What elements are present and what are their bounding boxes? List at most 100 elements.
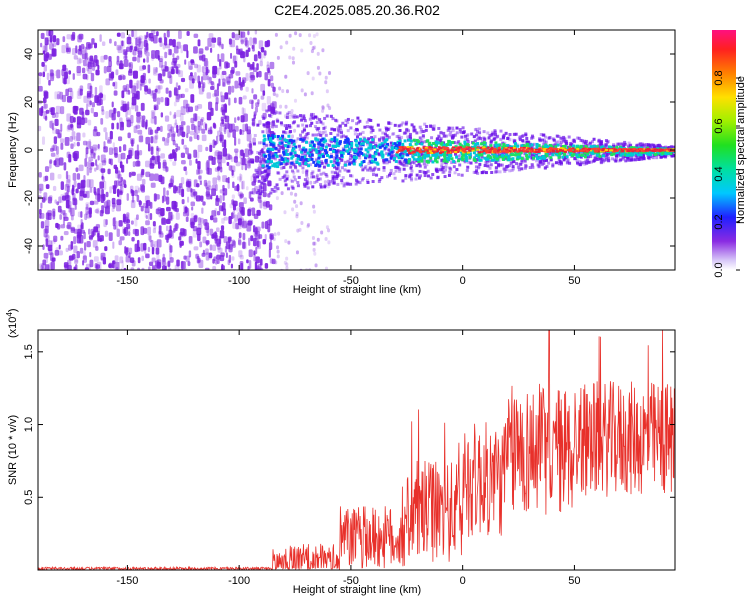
- noise-cell: [206, 92, 212, 99]
- peak-cell: [591, 147, 595, 150]
- noise-cell: [169, 48, 173, 56]
- noise-cell: [223, 216, 228, 221]
- noise-cell: [154, 106, 157, 111]
- peak-cell: [401, 146, 405, 149]
- core-cell: [665, 151, 669, 155]
- noise-cell: [221, 118, 225, 125]
- noise-cell: [110, 73, 114, 79]
- noise-cell: [103, 146, 108, 153]
- noise-cell: [188, 159, 192, 166]
- band-cell: [474, 170, 478, 174]
- noise-cell: [267, 79, 271, 87]
- core-cell: [372, 160, 376, 164]
- noise-cell: [123, 144, 127, 152]
- noise-cell: [247, 208, 252, 217]
- noise-cell: [43, 252, 49, 259]
- band-cell: [278, 111, 282, 115]
- core-cell: [274, 146, 278, 150]
- noise-cell: [187, 154, 192, 160]
- band-cell: [296, 137, 300, 141]
- band-cell: [573, 157, 577, 161]
- band-cell: [476, 171, 480, 175]
- noise-cell: [55, 128, 60, 135]
- peak-cell: [562, 149, 566, 152]
- noise-cell: [277, 231, 281, 236]
- core-cell: [321, 143, 325, 147]
- noise-cell: [93, 256, 99, 262]
- band-cell: [488, 134, 492, 138]
- peak-cell: [505, 149, 509, 152]
- noise-cell: [252, 225, 256, 233]
- core-cell: [509, 152, 513, 156]
- band-cell: [406, 135, 410, 139]
- noise-cell: [120, 32, 125, 39]
- noise-cell: [162, 165, 167, 171]
- band-cell: [389, 171, 393, 175]
- peak-cell: [460, 148, 464, 151]
- band-cell: [272, 189, 276, 193]
- peak-cell: [422, 146, 426, 149]
- band-cell: [287, 110, 291, 114]
- noise-cell: [150, 36, 154, 42]
- noise-cell: [164, 37, 168, 46]
- peak-cell: [433, 149, 437, 152]
- noise-cell: [88, 228, 91, 235]
- noise-cell: [116, 60, 120, 66]
- noise-cell: [256, 240, 260, 248]
- band-cell: [465, 168, 469, 172]
- noise-cell: [170, 68, 175, 75]
- noise-cell: [73, 236, 77, 245]
- noise-cell: [215, 135, 219, 145]
- noise-cell: [308, 33, 312, 38]
- band-cell: [630, 155, 634, 159]
- noise-cell: [136, 144, 139, 152]
- noise-cell: [116, 111, 121, 118]
- noise-cell: [154, 260, 160, 267]
- peak-cell: [468, 146, 472, 149]
- noise-cell: [142, 65, 146, 70]
- noise-cell: [93, 112, 99, 117]
- band-cell: [385, 152, 389, 156]
- band-cell: [524, 164, 528, 168]
- core-cell: [332, 139, 336, 143]
- noise-cell: [212, 139, 216, 149]
- noise-cell: [223, 208, 227, 217]
- noise-cell: [69, 115, 74, 124]
- noise-cell: [131, 190, 135, 197]
- noise-cell: [134, 93, 139, 98]
- noise-cell: [248, 249, 253, 258]
- peak-cell: [660, 149, 664, 152]
- noise-cell: [104, 246, 108, 252]
- band-cell: [584, 159, 588, 163]
- noise-cell: [121, 40, 124, 47]
- core-cell: [516, 155, 520, 159]
- core-cell: [653, 153, 657, 157]
- band-cell: [290, 185, 294, 189]
- band-cell: [655, 156, 659, 160]
- band-cell: [382, 136, 386, 140]
- band-cell: [642, 143, 646, 147]
- band-cell: [355, 127, 359, 131]
- noise-cell: [170, 215, 173, 222]
- noise-cell: [152, 220, 156, 227]
- noise-cell: [299, 268, 303, 270]
- band-cell: [280, 145, 284, 149]
- noise-cell: [259, 200, 263, 209]
- band-cell: [640, 157, 644, 161]
- noise-cell: [227, 259, 231, 266]
- noise-cell: [228, 85, 232, 95]
- noise-cell: [39, 107, 43, 116]
- core-cell: [427, 154, 431, 158]
- noise-cell: [326, 103, 330, 108]
- noise-cell: [171, 214, 175, 220]
- noise-cell: [120, 268, 123, 270]
- noise-cell: [67, 200, 72, 209]
- noise-cell: [131, 196, 135, 203]
- band-cell: [325, 174, 329, 178]
- noise-cell: [174, 264, 180, 270]
- band-cell: [324, 172, 328, 176]
- noise-cell: [72, 151, 77, 161]
- core-cell: [399, 153, 403, 157]
- noise-cell: [116, 32, 121, 37]
- band-cell: [404, 174, 408, 178]
